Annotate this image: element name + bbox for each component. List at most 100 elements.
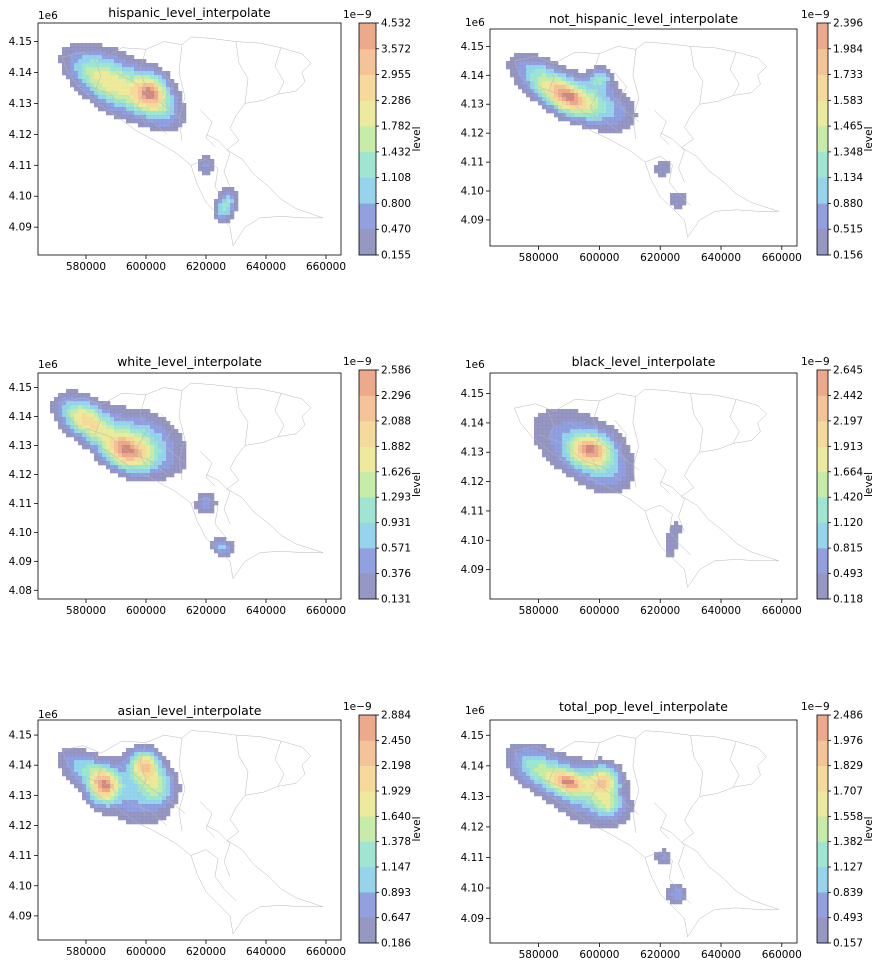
contour-cell [594, 768, 599, 773]
contour-cell [138, 107, 143, 112]
contour-cell [122, 91, 127, 96]
contour-cell [78, 393, 83, 398]
contour-cell [554, 85, 559, 90]
contour-cell [142, 776, 147, 781]
boundary-line [85, 84, 168, 135]
contour-cell [622, 441, 627, 446]
contour-cell [182, 115, 187, 120]
contour-cell [586, 788, 591, 793]
contour-cell [54, 397, 59, 402]
contour-cell [554, 433, 559, 438]
contour-cell [606, 73, 611, 78]
contour-cell [598, 816, 603, 821]
contour-cell [214, 549, 219, 554]
contour-cell [178, 441, 183, 446]
contour-cell [118, 63, 123, 68]
y-tick-label: 4.10 [461, 186, 484, 198]
contour-cell [130, 59, 135, 64]
contour-cell [66, 433, 71, 438]
contour-cell [534, 748, 539, 753]
contour-cell [94, 75, 99, 80]
contour-cell [558, 101, 563, 106]
contour-cell [134, 780, 139, 785]
x-tick-label: 620000 [186, 605, 226, 617]
contour-cell [598, 69, 603, 74]
contour-cell [534, 65, 539, 70]
contour-cell [682, 888, 687, 893]
contour-cell [158, 103, 163, 108]
density-contours [506, 53, 687, 210]
boundary-line [115, 72, 186, 123]
contour-cell [138, 461, 143, 466]
contour-cell [102, 449, 107, 454]
contour-cell [530, 768, 535, 773]
contour-cell [594, 421, 599, 426]
contour-cell [550, 421, 555, 426]
contour-cell [122, 425, 127, 430]
contour-cell [534, 421, 539, 426]
contour-cell [562, 69, 567, 74]
contour-cell [626, 113, 631, 118]
contour-cell [678, 201, 683, 206]
contour-cell [110, 768, 115, 773]
contour-cell [78, 47, 83, 52]
contour-cell [130, 91, 135, 96]
boundary-line [232, 905, 323, 935]
contour-cell [166, 83, 171, 88]
contour-cell [542, 61, 547, 66]
colorbar-tick-label: 0.839 [833, 887, 863, 899]
contour-cell [594, 816, 599, 821]
contour-cell [126, 780, 131, 785]
contour-cell [170, 83, 175, 88]
contour-cell [602, 81, 607, 86]
colorbar-tick-label: 1.733 [833, 69, 863, 81]
contour-cell [622, 93, 627, 98]
contour-cell [170, 469, 175, 474]
contour-cell [146, 768, 151, 773]
contour-cell [618, 780, 623, 785]
contour-cell [570, 117, 575, 122]
contour-cell [570, 465, 575, 470]
contour-cell [542, 784, 547, 789]
contour-cell [106, 405, 111, 410]
y-tick-label: 4.13 [9, 440, 32, 452]
contour-cell [158, 756, 163, 761]
contour-cell [138, 123, 143, 128]
boundary-line [653, 457, 670, 494]
contour-cell [542, 85, 547, 90]
contour-cell [546, 77, 551, 82]
contour-cell [66, 752, 71, 757]
colorbar-band [817, 74, 828, 101]
contour-cell [90, 425, 95, 430]
contour-cell [550, 776, 555, 781]
contour-cell [138, 473, 143, 478]
colorbar-band [817, 48, 828, 75]
contour-cell [614, 121, 619, 126]
contour-cell [582, 772, 587, 777]
contour-cell [578, 776, 583, 781]
contour-cell [578, 792, 583, 797]
contour-cell [206, 505, 211, 510]
boundary-line [614, 762, 628, 806]
contour-cell [134, 776, 139, 781]
contour-cell [106, 51, 111, 56]
contour-cell [98, 63, 103, 68]
contour-cell [618, 477, 623, 482]
contour-cell [610, 489, 615, 494]
contour-cell [518, 776, 523, 781]
contour-cell [162, 816, 167, 821]
contour-cell [626, 784, 631, 789]
contour-cell [126, 788, 131, 793]
x-tick-label: 580000 [519, 605, 559, 617]
contour-cell [570, 445, 575, 450]
contour-cell [594, 101, 599, 106]
contour-cell [134, 67, 139, 72]
contour-cell [514, 81, 519, 86]
contour-cell [82, 79, 87, 84]
contour-cell [122, 59, 127, 64]
contour-cell [586, 121, 591, 126]
contour-cell [142, 103, 147, 108]
contour-cell [558, 425, 563, 430]
colorbar-frame [816, 714, 829, 944]
contour-cell [78, 59, 83, 64]
